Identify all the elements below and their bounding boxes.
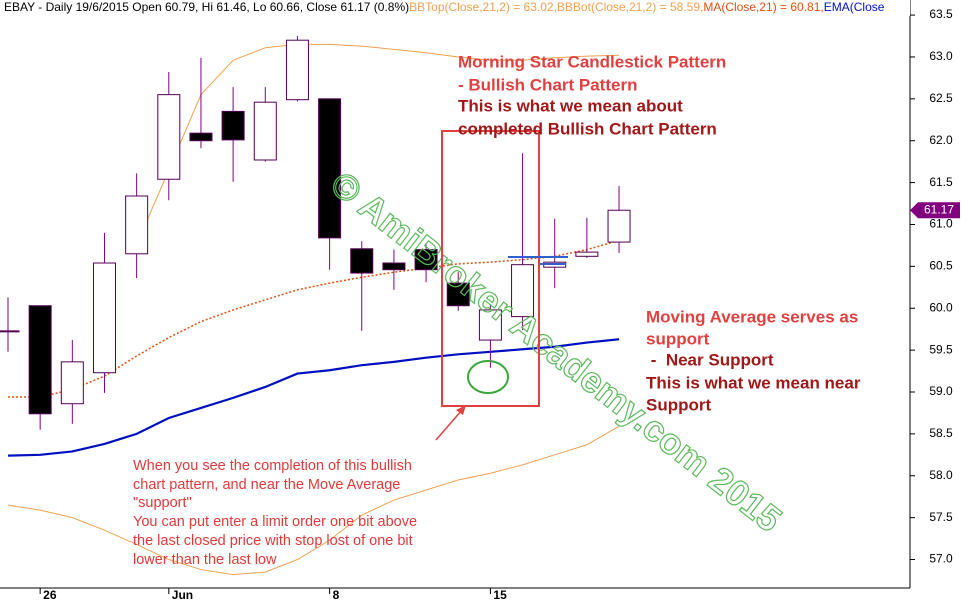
support-circle <box>467 360 509 394</box>
candle-body <box>92 262 116 374</box>
header-item: BBBot(Close,21,2) = 58.59, <box>557 0 703 14</box>
annotation: completed Bullish Chart Pattern <box>458 119 717 138</box>
candle-body <box>575 251 599 257</box>
header-text: EBAY - Daily 19/6/2015 Open 60.79, Hi 61… <box>4 0 885 14</box>
annotation: Morning Star Candlestick Pattern <box>458 52 726 71</box>
candle-body <box>318 98 342 239</box>
arrow-head <box>456 405 466 415</box>
indicator-line <box>136 43 620 245</box>
header-item: EBAY - Daily 19/6/2015 Open 60.79, Hi 61… <box>4 0 409 14</box>
x-tick-label: 8 <box>333 588 340 602</box>
candle-body <box>607 209 631 243</box>
x-tick-label: Jun <box>172 588 193 602</box>
annotation: - Near Support <box>646 350 774 369</box>
y-tick-label: 62.0 <box>929 133 953 147</box>
header: EBAY - Daily 19/6/2015 Open 60.79, Hi 61… <box>0 0 910 16</box>
y-tick-label: 62.5 <box>929 91 953 105</box>
annotation: This is what we mean near <box>646 373 861 392</box>
candle-body <box>189 132 213 142</box>
annotation: - Bullish Chart Pattern <box>458 75 637 94</box>
annotation: Support <box>646 395 711 414</box>
candle-body <box>350 248 374 274</box>
y-tick-label: 57.5 <box>929 510 953 524</box>
price-tag-label: 61.17 <box>924 202 954 216</box>
note: When you see the completion of this bull… <box>133 458 412 474</box>
y-tick-label: 61.0 <box>929 217 953 231</box>
x-tick-label: 26 <box>43 588 57 602</box>
x-tick-label: 15 <box>493 588 507 602</box>
candle-body <box>0 330 20 333</box>
note: You can put enter a limit order one bit … <box>133 514 417 530</box>
y-tick-label: 57.0 <box>929 552 953 566</box>
arrow <box>435 409 463 441</box>
y-tick-label: 63.5 <box>929 7 953 21</box>
header-bg <box>0 0 910 16</box>
header-item: EMA(Close <box>824 0 885 14</box>
y-tick-label: 58.0 <box>929 468 953 482</box>
candle-body <box>382 262 406 271</box>
note: lower than the last low <box>133 552 277 568</box>
pattern-box <box>441 130 540 407</box>
y-tick-label: 60.5 <box>929 259 953 273</box>
y-tick-label: 59.5 <box>929 342 953 356</box>
candle-body <box>285 39 309 101</box>
candle-body <box>478 309 502 341</box>
annotation: This is what we mean about <box>458 96 683 115</box>
y-tick-label: 60.0 <box>929 300 953 314</box>
note: chart pattern, and near the Move Average <box>133 477 400 493</box>
candle-body <box>125 195 149 255</box>
note: "support" <box>133 495 192 511</box>
note: the last closed price with stop lost of … <box>133 533 413 549</box>
indicator-line <box>7 425 620 576</box>
candle-body <box>60 361 84 405</box>
y-tick-label: 61.5 <box>929 175 953 189</box>
candle-body <box>157 94 181 180</box>
y-tick-label: 59.0 <box>929 384 953 398</box>
candle-body <box>511 264 535 318</box>
header-item: MA(Close,21) = 60.81, <box>703 0 823 14</box>
y-tick-label: 63.0 <box>929 49 953 63</box>
candle-body <box>221 110 245 141</box>
indicator-line <box>7 338 620 457</box>
indicator-line <box>8 239 620 398</box>
candle-body <box>446 282 470 307</box>
y-tick-label: 58.5 <box>929 426 953 440</box>
price-tag <box>910 202 960 219</box>
candle-body <box>414 249 438 271</box>
candle-body <box>253 101 277 161</box>
header-item: BBTop(Close,21,2) = 63.02, <box>409 0 557 14</box>
annotation: Moving Average serves as <box>646 307 858 326</box>
annotation: support <box>646 329 710 348</box>
candle-body <box>28 305 52 415</box>
